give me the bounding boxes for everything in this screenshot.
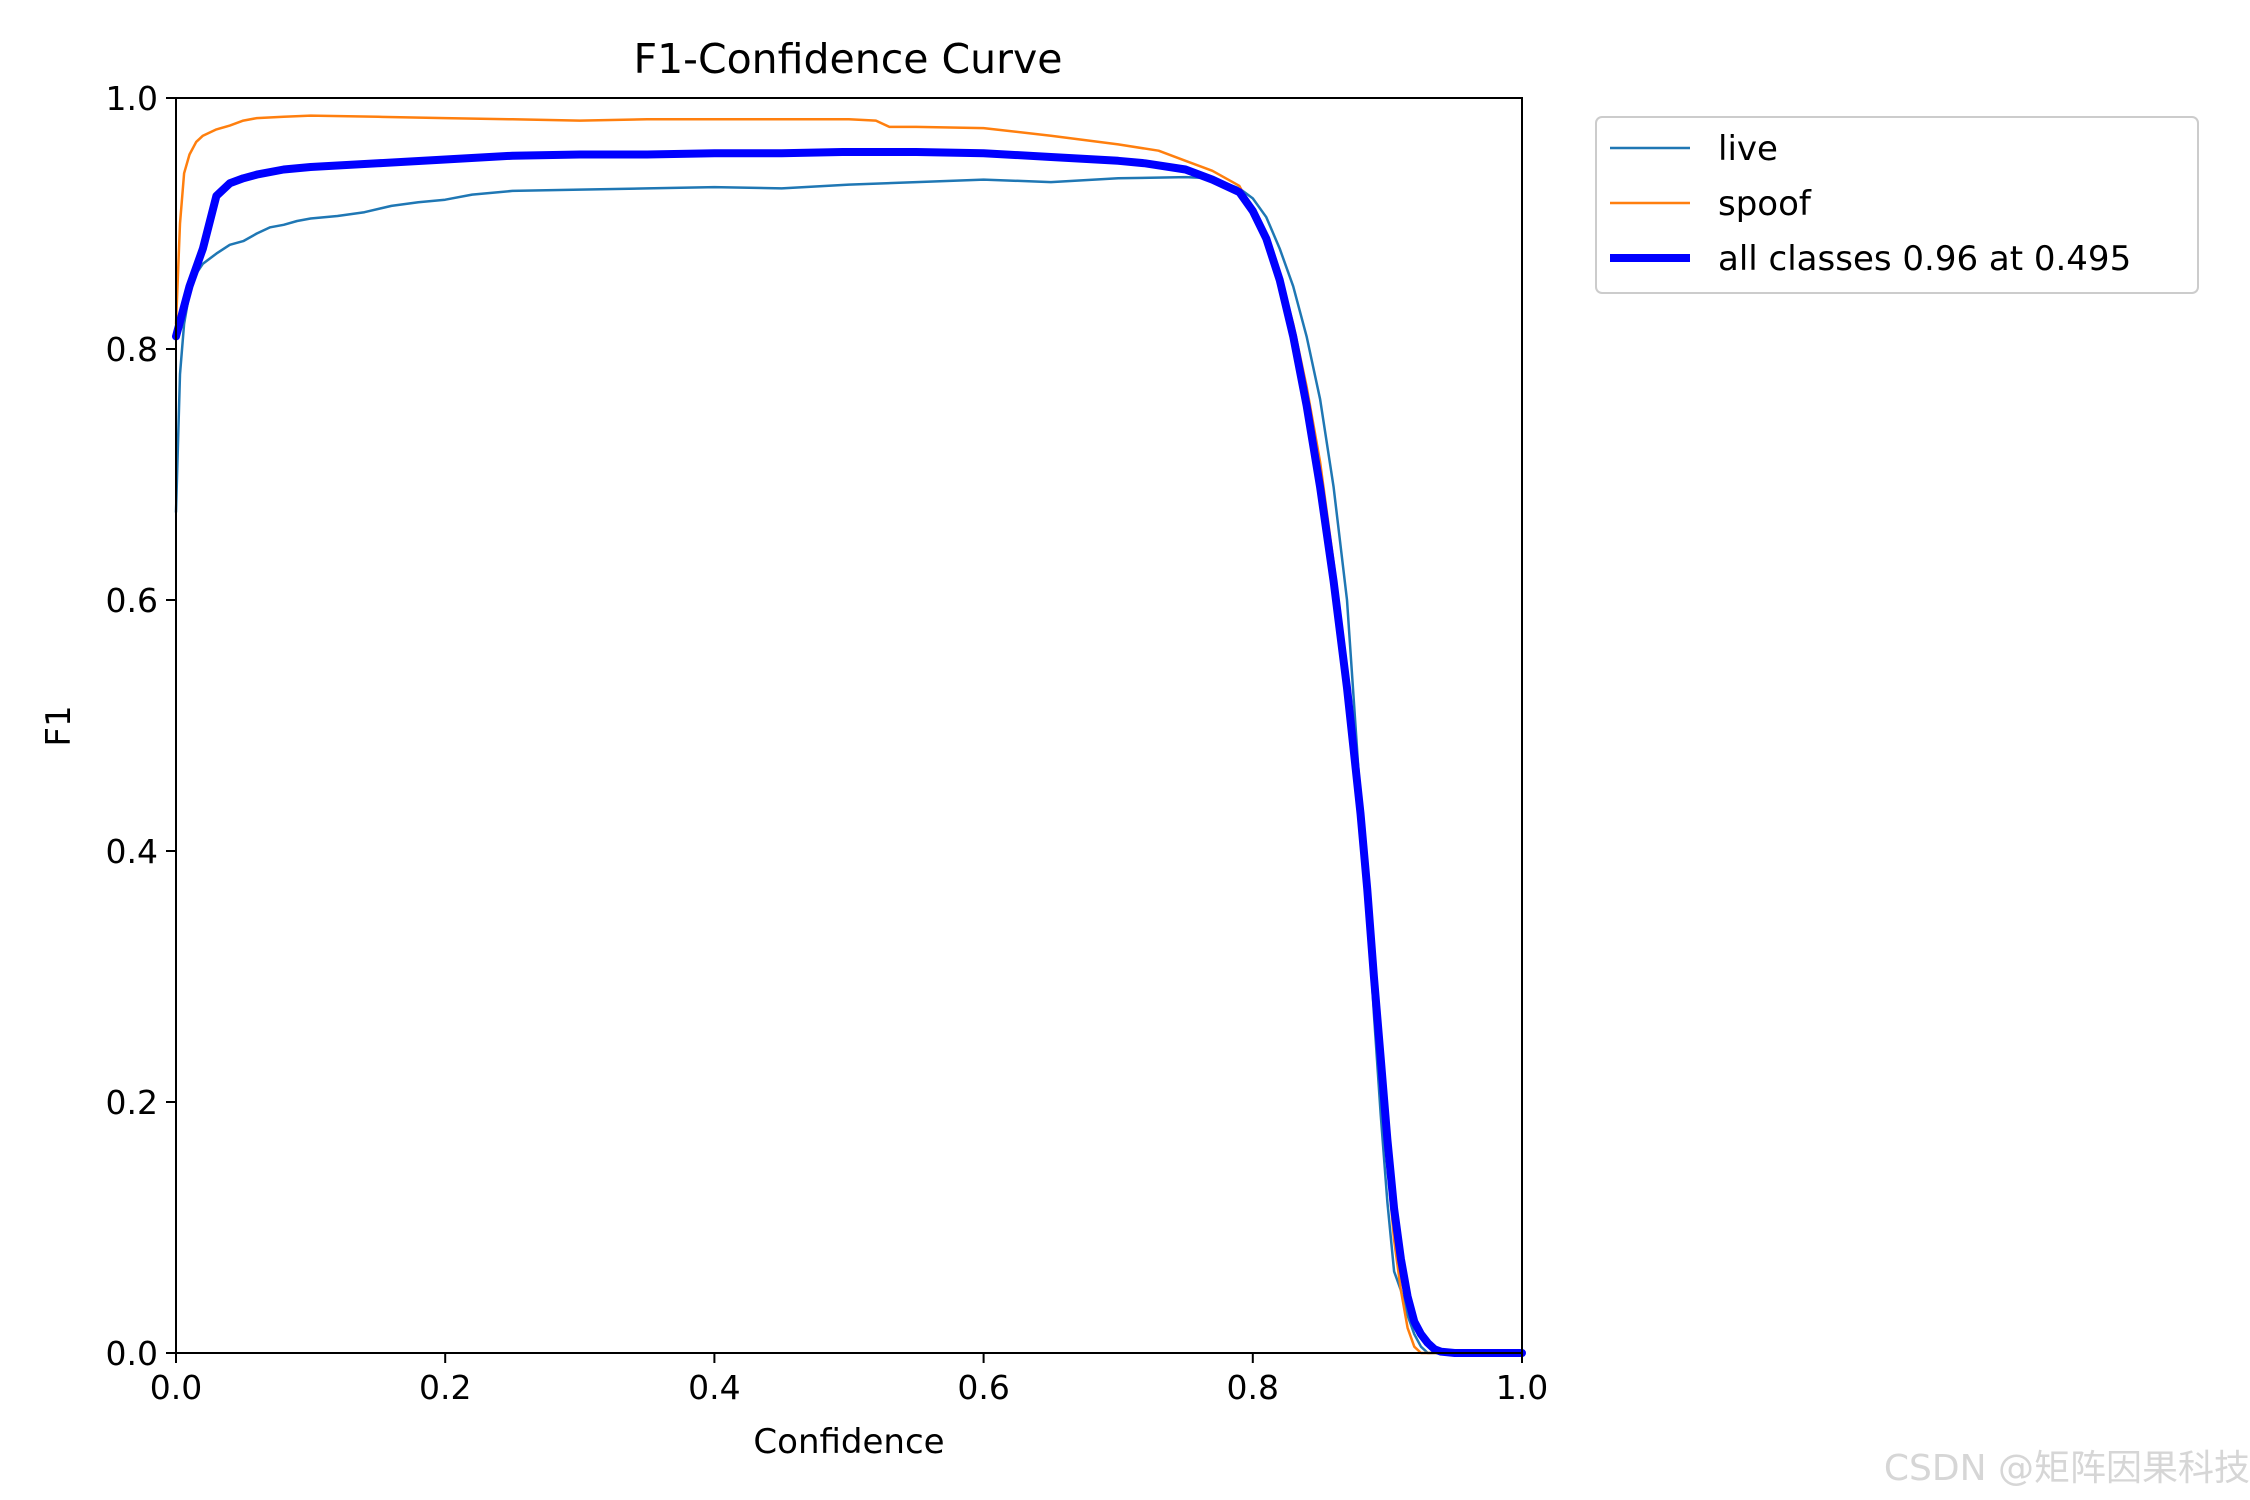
- y-tick-label: 0.8: [106, 330, 158, 369]
- series-line-0: [174, 175, 1524, 1355]
- x-tick-label: 0.6: [957, 1368, 1009, 1407]
- y-tick-label: 0.0: [106, 1334, 158, 1373]
- x-tick-label: 0.0: [150, 1368, 202, 1407]
- legend: live spoof all classes 0.96 at 0.495: [1595, 116, 2199, 294]
- plot-lines: [172, 114, 1526, 1357]
- x-tick-label: 0.8: [1227, 1368, 1279, 1407]
- legend-label-0: live: [1718, 129, 1778, 169]
- y-axis-label: F1: [39, 705, 79, 746]
- series-line-2: [172, 148, 1526, 1357]
- x-axis: 0.0 0.2 0.4 0.6 0.8 1.0: [150, 1353, 1548, 1407]
- x-tick-label: 0.2: [419, 1368, 471, 1407]
- x-tick-label: 1.0: [1496, 1368, 1548, 1407]
- y-tick-label: 1.0: [106, 79, 158, 118]
- x-axis-label: Confidence: [753, 1422, 944, 1462]
- y-tick-label: 0.6: [106, 581, 158, 620]
- x-tick-label: 0.4: [688, 1368, 740, 1407]
- legend-box: [1595, 116, 2199, 294]
- y-tick-label: 0.4: [106, 832, 158, 871]
- chart-title: F1-Confidence Curve: [634, 35, 1063, 83]
- legend-label-2: all classes 0.96 at 0.495: [1718, 239, 2131, 279]
- series-line-1: [174, 114, 1524, 1355]
- y-axis: 0.0 0.2 0.4 0.6 0.8 1.0: [106, 79, 176, 1373]
- y-tick-label: 0.2: [106, 1083, 158, 1122]
- watermark-text: CSDN @矩阵因果科技: [1884, 1448, 2250, 1489]
- legend-label-1: spoof: [1718, 184, 1812, 224]
- plot-frame: [175, 97, 1523, 1354]
